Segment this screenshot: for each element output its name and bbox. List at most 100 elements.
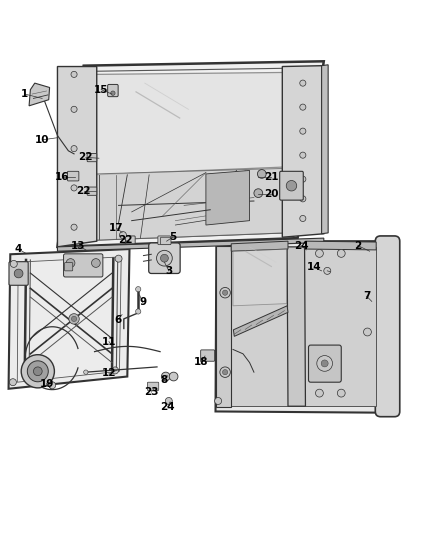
Text: 24: 24 xyxy=(160,402,175,412)
Polygon shape xyxy=(57,61,324,247)
FancyBboxPatch shape xyxy=(64,254,103,277)
Text: 11: 11 xyxy=(102,337,116,346)
Circle shape xyxy=(337,249,345,257)
Circle shape xyxy=(69,313,79,324)
Circle shape xyxy=(111,91,115,95)
Circle shape xyxy=(33,367,42,376)
Text: 3: 3 xyxy=(165,266,173,276)
Circle shape xyxy=(321,360,328,367)
Circle shape xyxy=(71,71,77,77)
Circle shape xyxy=(71,185,77,191)
Polygon shape xyxy=(9,249,130,389)
FancyBboxPatch shape xyxy=(375,236,400,417)
Circle shape xyxy=(71,106,77,112)
Circle shape xyxy=(156,251,172,266)
Circle shape xyxy=(364,328,371,336)
Circle shape xyxy=(300,80,306,86)
Text: 9: 9 xyxy=(139,297,146,308)
Circle shape xyxy=(223,290,228,295)
Text: 20: 20 xyxy=(264,189,279,199)
Polygon shape xyxy=(95,72,308,175)
FancyBboxPatch shape xyxy=(87,187,97,195)
Circle shape xyxy=(84,370,88,374)
Circle shape xyxy=(317,356,332,372)
Text: 2: 2 xyxy=(354,240,361,251)
Text: 19: 19 xyxy=(39,378,54,389)
FancyBboxPatch shape xyxy=(67,171,79,181)
Circle shape xyxy=(66,259,75,268)
Text: 12: 12 xyxy=(102,368,116,378)
Circle shape xyxy=(14,269,23,278)
Polygon shape xyxy=(233,306,288,336)
Circle shape xyxy=(300,104,306,110)
Circle shape xyxy=(300,152,306,158)
Text: 7: 7 xyxy=(363,291,370,301)
Circle shape xyxy=(223,369,228,375)
Circle shape xyxy=(71,146,77,152)
Text: 4: 4 xyxy=(14,244,22,254)
Circle shape xyxy=(300,196,306,202)
Text: 5: 5 xyxy=(170,232,177,242)
Polygon shape xyxy=(206,171,250,225)
Polygon shape xyxy=(57,238,324,251)
Text: 18: 18 xyxy=(194,357,208,367)
Text: 14: 14 xyxy=(307,262,321,272)
Circle shape xyxy=(315,249,323,257)
Polygon shape xyxy=(321,65,328,234)
Circle shape xyxy=(324,268,331,274)
Polygon shape xyxy=(29,83,49,106)
Circle shape xyxy=(300,128,306,134)
Polygon shape xyxy=(215,241,395,413)
Circle shape xyxy=(115,255,122,262)
Circle shape xyxy=(11,261,17,268)
Circle shape xyxy=(169,372,178,381)
Circle shape xyxy=(27,361,48,382)
Circle shape xyxy=(136,287,141,292)
FancyBboxPatch shape xyxy=(126,236,135,244)
FancyBboxPatch shape xyxy=(149,243,180,273)
Circle shape xyxy=(71,316,77,321)
Text: 16: 16 xyxy=(55,172,69,182)
Text: 6: 6 xyxy=(114,315,121,325)
FancyBboxPatch shape xyxy=(201,350,215,361)
Circle shape xyxy=(120,231,127,239)
Circle shape xyxy=(315,389,323,397)
FancyBboxPatch shape xyxy=(9,262,28,285)
Circle shape xyxy=(286,181,297,191)
Polygon shape xyxy=(283,66,324,237)
FancyBboxPatch shape xyxy=(158,236,170,245)
Circle shape xyxy=(165,398,172,405)
Circle shape xyxy=(161,372,170,381)
Text: 15: 15 xyxy=(94,85,108,95)
Circle shape xyxy=(254,189,263,198)
Text: 24: 24 xyxy=(294,240,308,251)
Text: 17: 17 xyxy=(109,223,124,233)
Text: 22: 22 xyxy=(78,152,93,163)
Circle shape xyxy=(220,367,230,377)
FancyBboxPatch shape xyxy=(108,84,118,96)
Text: 10: 10 xyxy=(35,135,49,145)
Polygon shape xyxy=(231,241,288,251)
Circle shape xyxy=(10,379,16,386)
Polygon shape xyxy=(215,246,231,407)
Circle shape xyxy=(21,354,54,388)
Circle shape xyxy=(112,367,119,374)
FancyBboxPatch shape xyxy=(308,345,341,382)
Text: 23: 23 xyxy=(144,387,159,397)
Text: 22: 22 xyxy=(76,187,91,196)
FancyBboxPatch shape xyxy=(160,237,171,245)
Circle shape xyxy=(71,224,77,230)
Polygon shape xyxy=(305,241,376,250)
Polygon shape xyxy=(233,249,287,306)
Text: 1: 1 xyxy=(21,89,28,99)
Text: 8: 8 xyxy=(161,375,168,385)
Polygon shape xyxy=(228,247,376,406)
FancyBboxPatch shape xyxy=(87,154,97,161)
Circle shape xyxy=(220,287,230,298)
Circle shape xyxy=(215,398,222,405)
Circle shape xyxy=(49,382,56,389)
Text: 13: 13 xyxy=(71,240,86,251)
Circle shape xyxy=(300,215,306,222)
FancyBboxPatch shape xyxy=(64,263,73,271)
FancyBboxPatch shape xyxy=(148,382,159,391)
